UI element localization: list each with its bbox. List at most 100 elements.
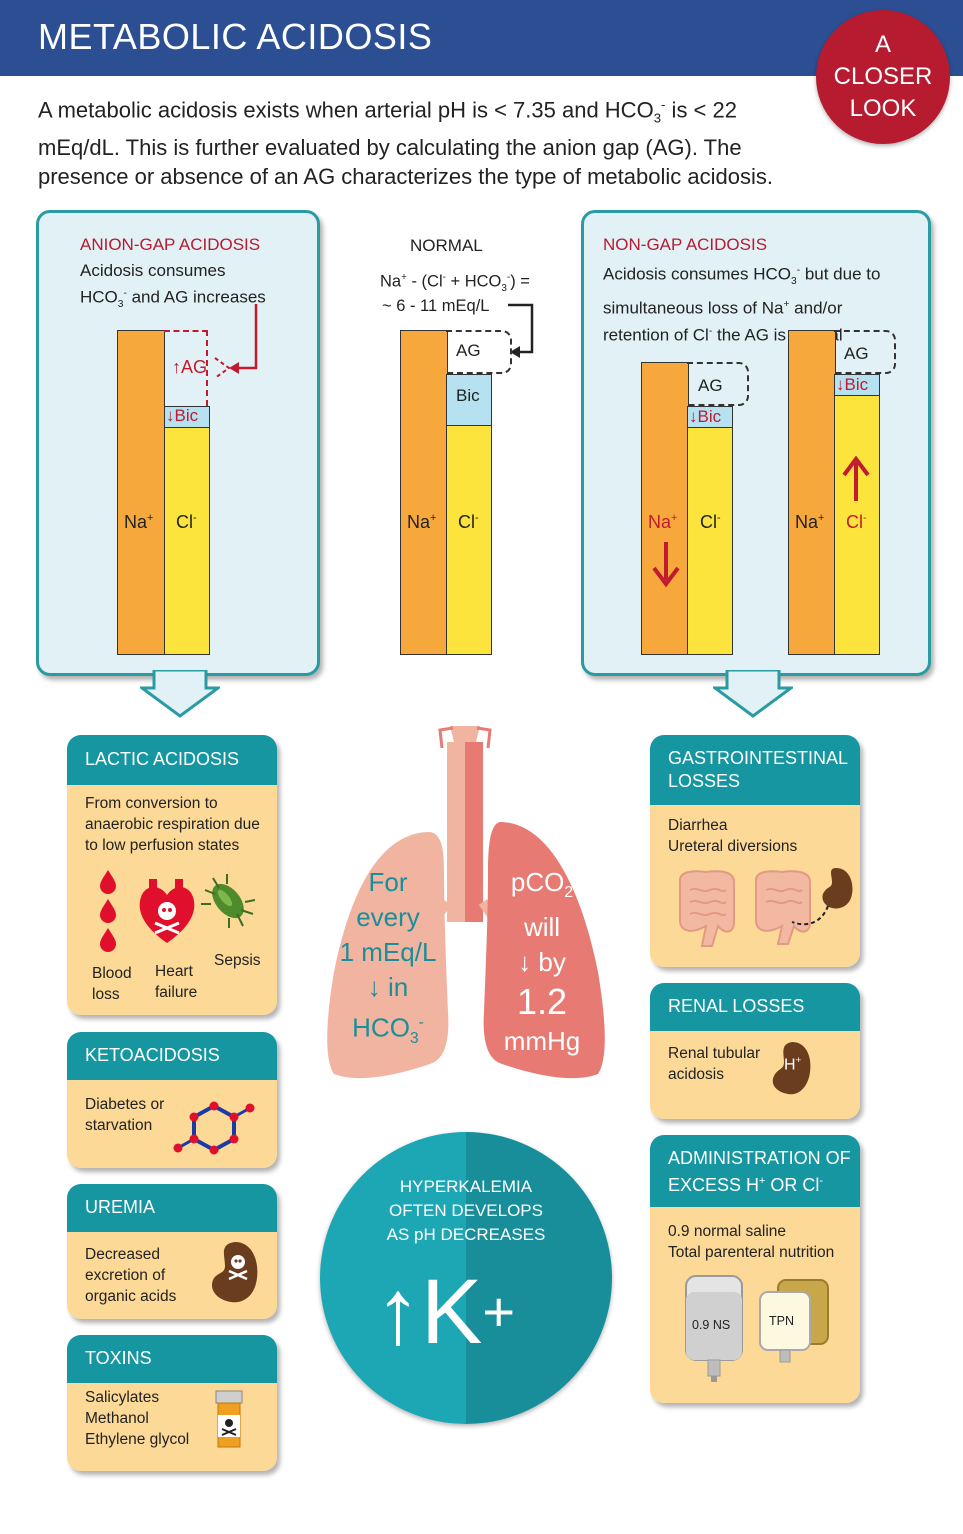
sepsis-bacteria-icon [201, 874, 256, 928]
h-plus-label: H+ [784, 1055, 802, 1074]
toxins-line-2: Methanol [85, 1410, 149, 1427]
intro-sub: 3 [653, 110, 662, 126]
uremia-title: UREMIA [67, 1184, 277, 1232]
ureteral-diversion-icon [755, 868, 853, 945]
intro-sup: - [661, 97, 666, 112]
non-gap-low-na-bar [641, 362, 689, 655]
normal-bic-bar [446, 374, 492, 426]
intestine-icon [679, 870, 735, 947]
non-gap-cl-bar-1 [687, 427, 733, 655]
normal-formula-2: ~ 6 - 11 mEq/L [382, 297, 490, 315]
normal-cl-bar [446, 425, 492, 655]
renal-title: RENAL LOSSES [650, 983, 860, 1031]
non-gap-cl-bar-2 [834, 395, 880, 655]
non-gap-bic-label-1: ↓Bic [689, 407, 722, 426]
anion-gap-increase-arrow [214, 304, 258, 379]
anion-gap-cl-label: Cl- [176, 512, 197, 532]
keto-line-1: Diabetes or [85, 1096, 165, 1113]
keto-body: Diabetes or starvation [67, 1080, 277, 1168]
k-plus-symbol: ↑K+ [375, 1261, 516, 1363]
cl-up-arrow-icon [842, 455, 870, 501]
tpn-bag-icon [759, 1279, 829, 1363]
anion-gap-ag-box [164, 330, 208, 406]
renal-line-1: Renal tubular [668, 1045, 761, 1062]
normal-ag-box [446, 330, 512, 374]
gi-line-2: Ureteral diversions [668, 838, 798, 855]
anion-gap-hco: HCO [80, 287, 118, 307]
anion-gap-cl-bar [164, 427, 210, 655]
normal-na-bar [400, 330, 448, 655]
hyperkalemia-text: HYPERKALEMIA OFTEN DEVELOPS AS pH DECREASE… [386, 1177, 546, 1244]
toxins-title: TOXINS [67, 1335, 277, 1383]
lungs-illustration [327, 726, 605, 1079]
admin-line-1: 0.9 normal saline [668, 1223, 787, 1240]
anion-gap-down-arrow [140, 670, 220, 718]
lactic-line-2: anaerobic respiration due [85, 816, 260, 833]
renal-body: Renal tubular acidosis [650, 1031, 860, 1119]
renal-line-2: acidosis [668, 1066, 724, 1083]
gi-title: GASTROINTESTINAL LOSSES [650, 735, 860, 805]
toxins-line-1: Salicylates [85, 1389, 160, 1406]
non-gap-cl-label-1: Cl- [700, 512, 721, 532]
non-gap-ag-label-1: AG [698, 376, 723, 395]
intro-part-1: A metabolic acidosis exists when arteria… [38, 97, 654, 123]
administration-card: ADMINISTRATION OF EXCESS H+ OR Cl- 0.9 n… [650, 1135, 860, 1403]
admin-line-2: Total parenteral nutrition [668, 1244, 835, 1261]
toxins-line-3: Ethylene glycol [85, 1431, 190, 1448]
na-down-arrow-icon [652, 542, 680, 588]
anion-gap-bic-label: ↓Bic [166, 406, 199, 425]
normal-bracket-arrow [508, 303, 534, 358]
normal-formula-1: Na+ - (Cl- + HCO3-) = [380, 272, 530, 294]
anion-gap-ag-label: ↑AG [172, 357, 208, 377]
closer-look-badge: A CLOSER LOOK [816, 10, 950, 144]
intro-part-2: is < 22 mEq/dL. This is further evaluate… [38, 97, 773, 189]
anion-gap-desc: Acidosis consumes HCO3- and AG increases [80, 259, 300, 316]
gi-line-1: Diarrhea [668, 817, 728, 834]
badge-line-2: CLOSER [833, 63, 933, 90]
lactic-line-1: From conversion to [85, 795, 218, 812]
non-gap-na-label-2: Na+ [795, 512, 825, 532]
normal-ag-label: AG [456, 341, 481, 360]
ns-label: 0.9 NS [692, 1318, 731, 1332]
lactic-line-3: to low perfusion states [85, 837, 240, 854]
lung-right-text: pCO2 will ↓ by 1.2 mmHg [503, 867, 581, 1057]
heart-failure-icon [139, 879, 195, 943]
hyperkalemia-circle [320, 1132, 612, 1424]
uremia-line-2: excretion of [85, 1267, 166, 1284]
normal-bic-label: Bic [456, 386, 480, 405]
admin-title: ADMINISTRATION OF EXCESS H+ OR Cl- [650, 1135, 860, 1207]
heart-failure-label: Heart failure [155, 963, 198, 1001]
kidney-h-icon [772, 1042, 811, 1095]
blood-loss-label: Blood loss [92, 965, 132, 1003]
uremia-line-1: Decreased [85, 1246, 160, 1263]
poison-bottle-icon [215, 1390, 243, 1448]
kidney-toxic-icon [211, 1242, 258, 1303]
non-gap-bic-label-2: ↓Bic [836, 375, 869, 394]
normal-title: NORMAL [410, 236, 483, 255]
non-gap-down-arrow [713, 670, 793, 718]
anion-gap-title: ANION-GAP ACIDOSIS [80, 235, 261, 254]
anion-gap-na-label: Na+ [124, 512, 154, 532]
lung-left-text: For every 1 mEq/L ↓ in HCO3- [339, 867, 437, 1047]
badge-line-3: LOOK [849, 95, 917, 122]
normal-na-label: Na+ [407, 512, 437, 532]
uremia-line-3: organic acids [85, 1288, 177, 1305]
non-gap-ag-box-1 [687, 362, 749, 406]
non-gap-ag-label-2: AG [844, 344, 869, 363]
renal-losses-card: RENAL LOSSES Renal tubular acidosis [650, 983, 860, 1119]
non-gap-na-label-1: Na+ [648, 512, 678, 532]
ketoacidosis-card: KETOACIDOSIS Diabetes or starvation [67, 1032, 277, 1168]
non-gap-title: NON-GAP ACIDOSIS [603, 235, 768, 254]
anion-gap-desc-1: Acidosis consumes [80, 261, 226, 280]
intro-text: A metabolic acidosis exists when arteria… [38, 90, 808, 191]
badge-line-1: A [874, 31, 891, 58]
non-gap-na-bar-2 [788, 330, 836, 655]
page-title: METABOLIC ACIDOSIS [38, 16, 433, 57]
anion-gap-desc-2b: and AG increases [126, 287, 266, 307]
sepsis-label: Sepsis [214, 952, 261, 969]
saline-bag-icon [685, 1275, 743, 1382]
non-gap-desc-1: Acidosis consumes HCO3- but due to [603, 264, 881, 288]
keto-title: KETOACIDOSIS [67, 1032, 277, 1080]
anion-gap-na-bar [117, 330, 165, 655]
molecule-icon [173, 1101, 255, 1155]
